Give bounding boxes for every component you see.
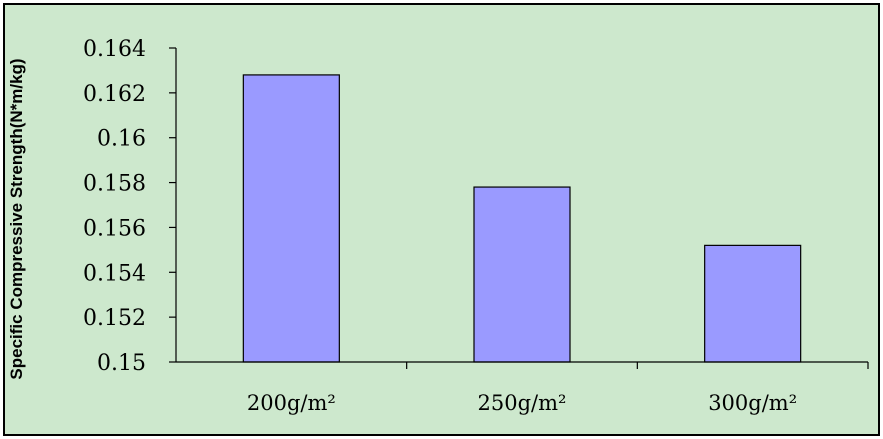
x-tick-label: 250g/m² xyxy=(478,391,567,415)
chart-background xyxy=(3,3,880,436)
y-tick-label: 0.162 xyxy=(83,82,146,107)
y-tick-label: 0.158 xyxy=(83,172,146,197)
y-tick-label: 0.16 xyxy=(97,127,146,152)
bar xyxy=(242,74,340,363)
bar xyxy=(704,244,802,363)
y-tick-label: 0.154 xyxy=(83,261,146,286)
y-axis-ticks: 0.15 0.152 0.154 0.156 0.158 0.16 0.162 0.164 xyxy=(83,37,176,376)
y-tick-label: 0.152 xyxy=(83,306,146,331)
y-tick-label: 0.15 xyxy=(97,351,146,376)
x-tick-label: 300g/m² xyxy=(708,391,797,415)
bar-series xyxy=(242,74,802,363)
bar xyxy=(473,186,571,363)
y-tick-label: 0.156 xyxy=(83,216,146,241)
x-tick-label: 200g/m² xyxy=(247,391,336,415)
y-tick-label: 0.164 xyxy=(83,37,146,62)
x-axis-ticks: 200g/m² 250g/m² 300g/m² xyxy=(247,362,869,415)
y-axis-title: Specific Compressive Strength(N*m/kg) xyxy=(7,58,26,379)
